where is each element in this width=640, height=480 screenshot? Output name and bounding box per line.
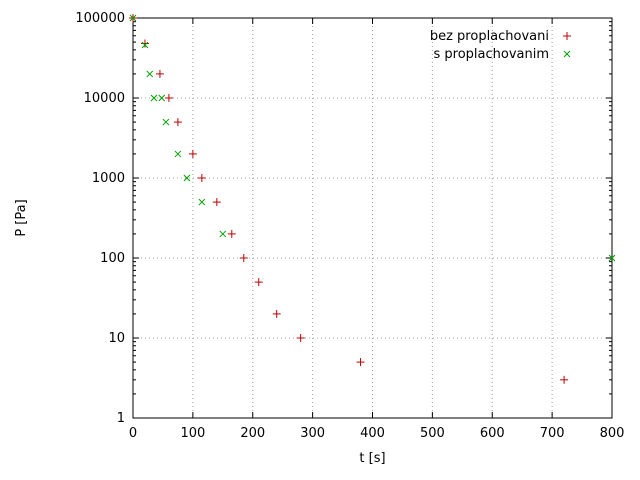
data-point-cross <box>162 118 170 126</box>
x-tick-label: 600 <box>480 426 505 441</box>
data-point-cross <box>150 94 158 102</box>
x-tick-label: 0 <box>129 426 137 441</box>
legend-label: s proplachovanim <box>433 47 549 62</box>
data-point-cross <box>158 94 166 102</box>
x-axis-label: t [s] <box>359 451 385 466</box>
y-tick-label: 100 <box>100 251 125 266</box>
x-tick-label: 100 <box>180 426 205 441</box>
data-point-cross <box>129 14 137 22</box>
y-tick-label: 100000 <box>75 11 125 26</box>
y-tick-label: 1 <box>117 411 125 426</box>
y-tick-label: 10 <box>108 331 125 346</box>
x-tick-label: 800 <box>600 426 625 441</box>
data-point-cross <box>146 70 154 78</box>
x-tick-label: 500 <box>420 426 445 441</box>
data-point-cross <box>183 174 191 182</box>
legend-label: bez proplachovani <box>430 29 549 44</box>
data-point-cross <box>198 198 206 206</box>
y-axis-label: P [Pa] <box>14 199 29 236</box>
x-tick-label: 300 <box>300 426 325 441</box>
data-point-cross <box>608 254 616 262</box>
x-tick-label: 400 <box>360 426 385 441</box>
x-tick-label: 700 <box>540 426 565 441</box>
x-tick-label: 200 <box>240 426 265 441</box>
data-point-cross <box>219 230 227 238</box>
data-point-cross <box>174 150 182 158</box>
y-tick-label: 1000 <box>92 171 125 186</box>
legend-marker <box>563 50 571 58</box>
data-point-cross <box>141 41 149 49</box>
y-tick-label: 10000 <box>84 91 125 106</box>
